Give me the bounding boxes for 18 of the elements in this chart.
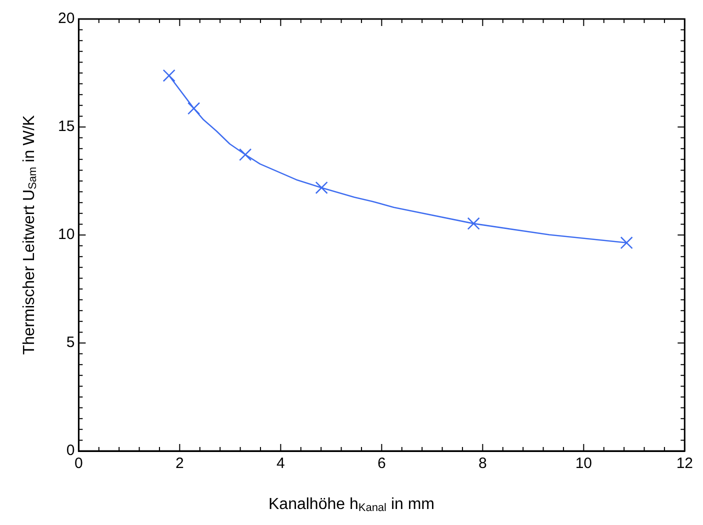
point [162, 69, 176, 82]
x-tick-label: 12 [676, 455, 693, 472]
y-tick-label: 10 [58, 226, 75, 244]
point [188, 102, 200, 115]
x-tick-label: 10 [575, 455, 592, 472]
point [315, 181, 328, 194]
x-axis-title: Kanalhöhe h$_{Kanal}$ in mm [268, 496, 436, 514]
y-tick-label: 0 [66, 442, 75, 460]
y-tick-label: 15 [58, 118, 75, 136]
y-tick-label: 5 [66, 334, 75, 352]
point [467, 217, 480, 230]
point [239, 148, 252, 161]
x-tick-label: 6 [378, 455, 386, 472]
x-tick-label: 2 [176, 455, 184, 472]
point [620, 236, 633, 250]
x-tick-label: 8 [478, 455, 487, 472]
y-tick-label: 20 [58, 10, 75, 28]
x-tick-label: 4 [276, 455, 285, 472]
